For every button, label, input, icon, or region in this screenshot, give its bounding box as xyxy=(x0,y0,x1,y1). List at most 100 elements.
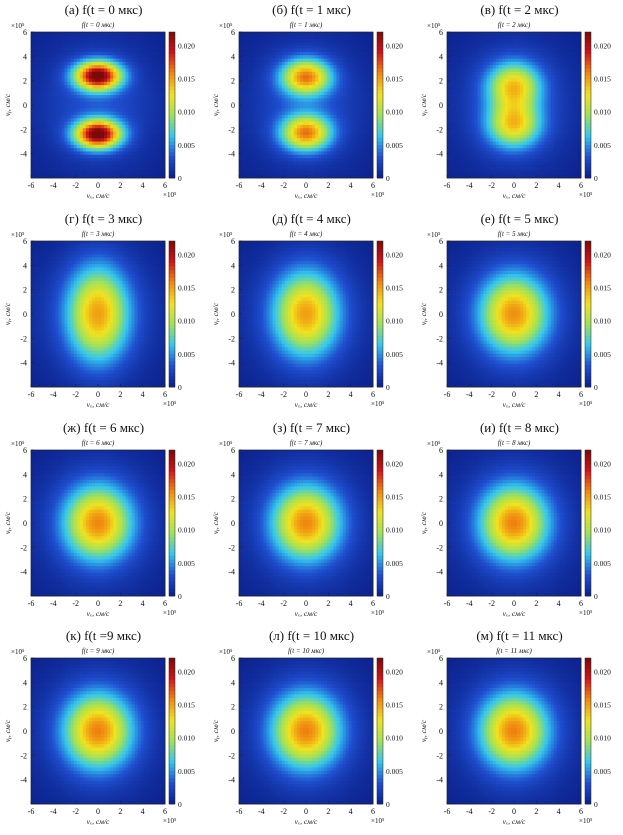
heatmap-cell xyxy=(510,58,515,63)
heatmap-cell xyxy=(128,171,132,176)
heatmap-cell xyxy=(155,38,160,43)
heatmap-cell xyxy=(281,51,286,56)
heatmap-cell xyxy=(544,48,548,53)
heatmap-cell xyxy=(155,138,160,142)
heatmap-cell xyxy=(158,148,163,152)
heatmap-cell xyxy=(46,75,50,79)
heatmap-cell xyxy=(110,154,114,159)
heatmap-cell xyxy=(61,85,65,89)
heatmap-cell xyxy=(535,78,539,83)
heatmap-cell xyxy=(290,78,295,83)
heatmap-cell xyxy=(143,88,148,93)
heatmap-cell xyxy=(517,35,521,39)
heatmap-cell xyxy=(510,32,515,36)
heatmap-cell xyxy=(64,171,68,176)
heatmap-cell xyxy=(480,65,484,69)
heatmap-cell xyxy=(369,58,374,63)
heatmap-cell xyxy=(504,58,509,63)
heatmap-cell xyxy=(562,88,567,93)
heatmap-cell xyxy=(260,138,264,142)
heatmap-cell xyxy=(67,154,71,159)
heatmap-cell xyxy=(34,71,38,76)
heatmap-cell xyxy=(504,55,509,59)
heatmap-cell xyxy=(523,78,527,83)
heatmap-cell xyxy=(523,45,527,49)
heatmap-cell xyxy=(342,111,346,116)
heatmap-cell xyxy=(269,71,273,76)
heatmap-cell xyxy=(287,91,292,96)
colorbar-cell xyxy=(377,126,383,131)
heatmap-cell xyxy=(538,71,542,76)
heatmap-cell xyxy=(299,164,304,169)
heatmap-cell xyxy=(158,88,163,93)
heatmap-cell xyxy=(110,134,114,139)
heatmap-cell xyxy=(263,144,267,149)
heatmap-cell xyxy=(544,41,548,46)
heatmap-cell xyxy=(272,91,276,96)
heatmap-cell xyxy=(330,138,334,142)
heatmap-cell xyxy=(91,75,96,79)
heatmap-cell xyxy=(321,65,325,69)
heatmap-cell xyxy=(278,128,282,132)
heatmap-cell xyxy=(107,68,111,73)
heatmap-cell xyxy=(263,81,267,86)
heatmap-cell xyxy=(82,68,87,73)
heatmap-cell xyxy=(556,45,561,49)
heatmap-cell xyxy=(269,174,273,179)
heatmap-cell xyxy=(257,131,261,136)
heatmap-cell xyxy=(272,141,276,146)
heatmap-cell xyxy=(152,154,157,159)
heatmap-cell xyxy=(309,114,313,119)
heatmap-cell xyxy=(257,61,261,66)
heatmap-cell xyxy=(266,128,270,132)
heatmap-cell xyxy=(492,48,497,53)
heatmap-cell xyxy=(315,158,319,162)
heatmap-cell xyxy=(357,148,362,152)
heatmap-cell xyxy=(125,158,129,162)
heatmap-cell xyxy=(290,35,295,39)
heatmap-cell xyxy=(351,154,356,159)
heatmap-cell xyxy=(465,85,469,89)
heatmap-cell xyxy=(49,114,53,119)
heatmap-cell xyxy=(462,35,466,39)
heatmap-cell xyxy=(315,85,319,89)
heatmap-cell xyxy=(529,32,533,36)
heatmap-cell xyxy=(275,61,279,66)
heatmap-cell xyxy=(134,114,138,119)
heatmap-cell xyxy=(79,114,84,119)
heatmap-cell xyxy=(251,35,255,39)
heatmap-cell xyxy=(342,32,346,36)
heatmap-cell xyxy=(40,85,44,89)
heatmap-cell xyxy=(140,68,145,73)
heatmap-cell xyxy=(550,45,554,49)
heatmap-cell xyxy=(556,95,561,99)
heatmap-cell xyxy=(547,95,551,99)
heatmap-cell xyxy=(568,51,573,56)
heatmap-cell xyxy=(85,45,90,49)
heatmap-cell xyxy=(94,68,99,73)
heatmap-cell xyxy=(37,45,41,49)
heatmap-cell xyxy=(248,61,252,66)
heatmap-cell xyxy=(257,128,261,132)
heatmap-cell xyxy=(269,91,273,96)
heatmap-cell xyxy=(523,61,527,66)
heatmap-cell xyxy=(140,45,145,49)
heatmap-cell xyxy=(321,121,325,126)
heatmap-cell xyxy=(67,134,71,139)
heatmap-cell xyxy=(137,114,141,119)
heatmap-cell xyxy=(272,58,276,63)
heatmap-cell xyxy=(501,65,506,69)
heatmap-cell xyxy=(333,134,337,139)
colorbar-tick-label: 0 xyxy=(386,174,390,183)
heatmap-cell xyxy=(248,81,252,86)
heatmap-cell xyxy=(339,78,343,83)
heatmap-cell xyxy=(465,68,469,73)
heatmap-cell xyxy=(52,174,56,179)
heatmap-cell xyxy=(107,61,111,66)
heatmap-cell xyxy=(98,161,102,166)
heatmap-cell xyxy=(134,138,138,142)
heatmap-cell xyxy=(565,65,570,69)
heatmap-cell xyxy=(293,32,298,36)
heatmap-cell xyxy=(70,118,74,122)
heatmap-cell xyxy=(568,91,573,96)
